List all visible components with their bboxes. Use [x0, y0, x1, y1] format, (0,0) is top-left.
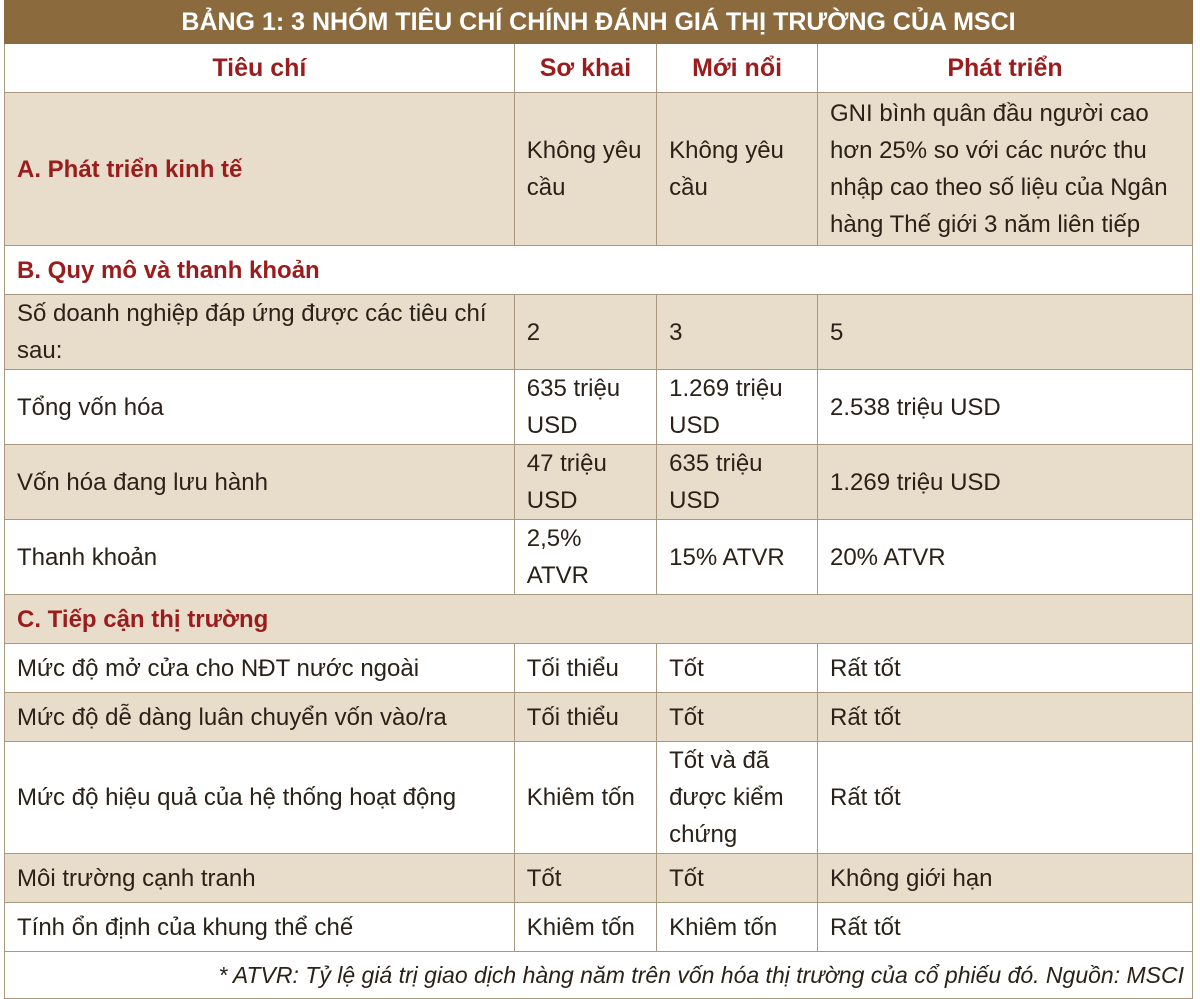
cell-frontier: Tối thiểu — [513, 692, 658, 742]
cell-emerging: Không yêu cầu — [656, 92, 818, 246]
section-row: B. Quy mô và thanh khoản — [4, 245, 1193, 295]
footnote-row: * ATVR: Tỷ lệ giá trị giao dịch hàng năm… — [4, 951, 1193, 999]
header-frontier: Sơ khai — [513, 43, 658, 93]
footnote: * ATVR: Tỷ lệ giá trị giao dịch hàng năm… — [4, 951, 1193, 999]
row-label: Tính ổn định của khung thể chế — [4, 902, 515, 952]
cell-frontier: 635 triệu USD — [513, 369, 658, 445]
cell-emerging: 1.269 triệu USD — [656, 369, 818, 445]
cell-developed: 5 — [816, 294, 1194, 370]
row-label: Mức độ hiệu quả của hệ thống hoạt động — [4, 741, 515, 854]
table-row: Thanh khoản 2,5% ATVR 15% ATVR 20% ATVR — [4, 519, 1194, 595]
table-row: Mức độ mở cửa cho NĐT nước ngoài Tối thi… — [4, 643, 1194, 693]
table-row: Tính ổn định của khung thể chế Khiêm tốn… — [4, 902, 1194, 952]
section-label: C. Tiếp cận thị trường — [4, 594, 1193, 644]
table-header-row: Tiêu chí Sơ khai Mới nổi Phát triển — [4, 43, 1194, 93]
cell-developed: GNI bình quân đầu người cao hơn 25% so v… — [816, 92, 1194, 246]
header-developed: Phát triển — [816, 43, 1194, 93]
cell-frontier: Không yêu cầu — [513, 92, 658, 246]
table-row: Môi trường cạnh tranh Tốt Tốt Không giới… — [4, 853, 1194, 903]
table-row: A. Phát triển kinh tế Không yêu cầu Khôn… — [4, 92, 1194, 246]
msci-criteria-table-container: BẢNG 1: 3 NHÓM TIÊU CHÍ CHÍNH ĐÁNH GIÁ T… — [4, 0, 1194, 999]
cell-frontier: Khiêm tốn — [513, 741, 658, 854]
cell-emerging: Khiêm tốn — [656, 902, 818, 952]
section-row: C. Tiếp cận thị trường — [4, 594, 1193, 644]
row-label: Môi trường cạnh tranh — [4, 853, 515, 903]
msci-criteria-table: BẢNG 1: 3 NHÓM TIÊU CHÍ CHÍNH ĐÁNH GIÁ T… — [4, 0, 1194, 999]
cell-frontier: 2,5% ATVR — [513, 519, 658, 595]
cell-frontier: Khiêm tốn — [513, 902, 658, 952]
table-row: Tổng vốn hóa 635 triệu USD 1.269 triệu U… — [4, 369, 1194, 445]
header-emerging: Mới nổi — [656, 43, 818, 93]
table-row: Vốn hóa đang lưu hành 47 triệu USD 635 t… — [4, 444, 1194, 520]
cell-developed: Rất tốt — [816, 643, 1194, 693]
cell-developed: 2.538 triệu USD — [816, 369, 1194, 445]
cell-developed: 1.269 triệu USD — [816, 444, 1194, 520]
row-label: Số doanh nghiệp đáp ứng được các tiêu ch… — [4, 294, 515, 370]
row-label: A. Phát triển kinh tế — [4, 92, 515, 246]
cell-frontier: Tối thiểu — [513, 643, 658, 693]
table-row: Mức độ dễ dàng luân chuyển vốn vào/ra Tố… — [4, 692, 1194, 742]
cell-emerging: Tốt — [656, 853, 818, 903]
section-label: B. Quy mô và thanh khoản — [4, 245, 1193, 295]
cell-frontier: Tốt — [513, 853, 658, 903]
header-criteria: Tiêu chí — [4, 43, 515, 93]
row-label: Tổng vốn hóa — [4, 369, 515, 445]
table-title: BẢNG 1: 3 NHÓM TIÊU CHÍ CHÍNH ĐÁNH GIÁ T… — [4, 0, 1193, 44]
table-row: Mức độ hiệu quả của hệ thống hoạt động K… — [4, 741, 1194, 854]
cell-emerging: Tốt — [656, 643, 818, 693]
cell-emerging: Tốt — [656, 692, 818, 742]
row-label: Thanh khoản — [4, 519, 515, 595]
cell-developed: Không giới hạn — [816, 853, 1194, 903]
table-row: Số doanh nghiệp đáp ứng được các tiêu ch… — [4, 294, 1194, 370]
cell-developed: 20% ATVR — [816, 519, 1194, 595]
cell-frontier: 2 — [513, 294, 658, 370]
cell-emerging: 3 — [656, 294, 818, 370]
cell-developed: Rất tốt — [816, 902, 1194, 952]
cell-emerging: 15% ATVR — [656, 519, 818, 595]
cell-developed: Rất tốt — [816, 741, 1194, 854]
row-label: Mức độ mở cửa cho NĐT nước ngoài — [4, 643, 515, 693]
cell-frontier: 47 triệu USD — [513, 444, 658, 520]
row-label: Vốn hóa đang lưu hành — [4, 444, 515, 520]
cell-emerging: 635 triệu USD — [656, 444, 818, 520]
row-label: Mức độ dễ dàng luân chuyển vốn vào/ra — [4, 692, 515, 742]
table-title-row: BẢNG 1: 3 NHÓM TIÊU CHÍ CHÍNH ĐÁNH GIÁ T… — [4, 0, 1193, 44]
cell-emerging: Tốt và đã được kiểm chứng — [656, 741, 818, 854]
cell-developed: Rất tốt — [816, 692, 1194, 742]
